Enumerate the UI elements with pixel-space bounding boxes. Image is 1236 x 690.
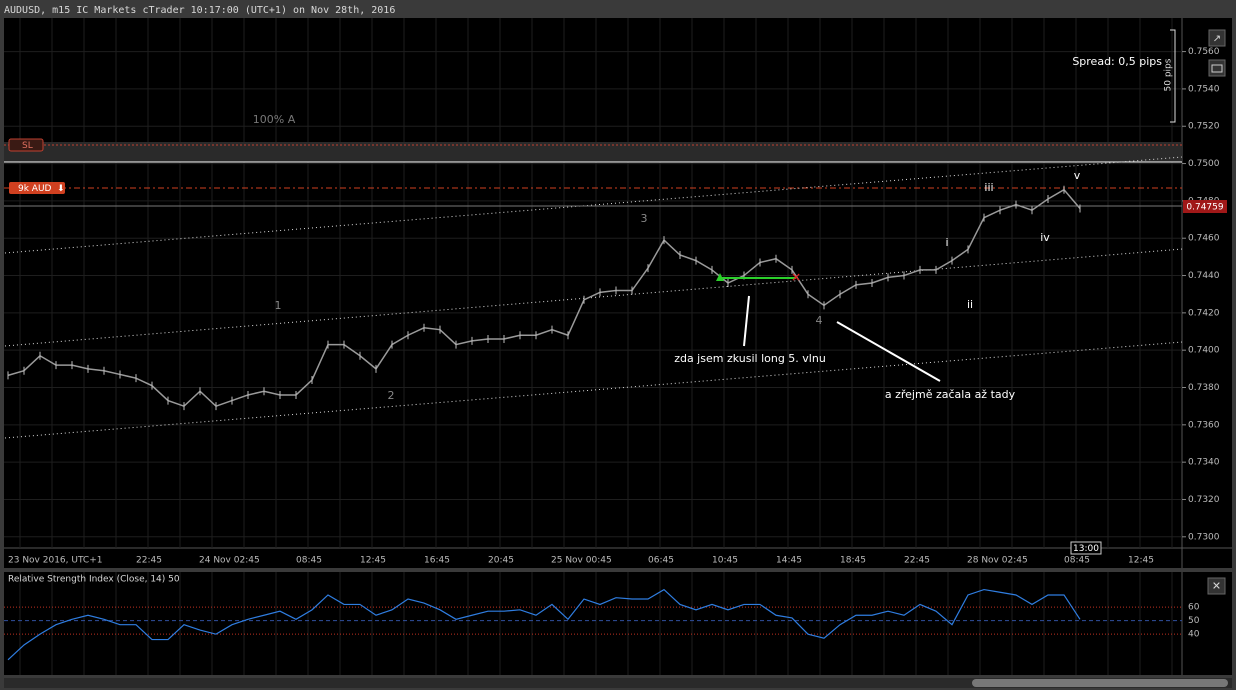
current-price-tag <box>1183 200 1227 213</box>
series-layer <box>7 185 1081 411</box>
x-tick-label: 12:45 <box>1128 556 1154 566</box>
x-tick-label: 10:45 <box>712 556 738 566</box>
wave-label: iii <box>984 181 993 194</box>
wave-label: 2 <box>388 389 395 402</box>
y-tick-label: 0.7360 <box>1188 420 1220 430</box>
x-tick-label: 16:45 <box>424 556 450 566</box>
time-marker <box>1070 541 1102 555</box>
y-tick-label: 0.7460 <box>1188 234 1220 244</box>
x-tick-label: 08:45 <box>296 556 322 566</box>
entry-marker <box>716 273 724 281</box>
grid <box>4 18 1182 675</box>
wave-label: 3 <box>641 212 648 225</box>
scrollbar-track[interactable] <box>4 678 1232 688</box>
down-arrow-icon: ⬇ <box>57 184 65 194</box>
y-tick-label: 0.7380 <box>1188 383 1220 393</box>
x-tick-label: 20:45 <box>488 556 514 566</box>
price-line <box>7 188 1081 408</box>
y-tick-label: 0.7420 <box>1188 308 1220 318</box>
rsi-title: Relative Strength Index (Close, 14) 50 <box>8 575 180 585</box>
watermark: 100% A <box>253 113 296 126</box>
x-tick-label: 23 Nov 2016, UTC+1 <box>8 556 102 566</box>
y-tick-label: 0.7300 <box>1188 532 1220 542</box>
annotation-pointer <box>743 295 750 347</box>
x-tick-label: 24 Nov 02:45 <box>199 556 260 566</box>
y-tick-label: 0.7540 <box>1188 84 1220 94</box>
x-tick-label: 06:45 <box>648 556 674 566</box>
channel-lower <box>4 341 1183 439</box>
spread-label: Spread: 0,5 pips <box>1072 55 1162 68</box>
y-tick-label: 0.7520 <box>1188 122 1220 132</box>
current-price-label: 0.74759 <box>1186 203 1223 213</box>
annotation: a zřejmě začala až tady <box>885 388 1016 401</box>
x-tick-label: 25 Nov 00:45 <box>551 556 612 566</box>
wave-label: 4 <box>816 314 823 327</box>
pips-scale <box>1170 29 1176 123</box>
camera-icon[interactable] <box>1211 64 1223 73</box>
y-tick-label: 0.7400 <box>1188 346 1220 356</box>
close-icon[interactable]: ✕ <box>1212 580 1221 593</box>
rsi-line <box>7 588 1081 661</box>
y-tick-label: 0.7560 <box>1188 47 1220 57</box>
x-tick-label: 14:45 <box>776 556 802 566</box>
position-tag-label[interactable]: 9k AUD <box>18 184 52 194</box>
sl-zone <box>4 142 1182 162</box>
position-tag[interactable] <box>9 182 65 194</box>
x-tick-label: 08:45 <box>1064 556 1090 566</box>
popout-icon[interactable]: ↗ <box>1213 34 1221 45</box>
popout-button[interactable] <box>1208 29 1226 47</box>
rsi-tick-label: 50 <box>1188 616 1200 626</box>
window-title: AUDUSD, m15 IC Markets cTrader 10:17:00 … <box>4 5 395 16</box>
scrollbar-thumb[interactable] <box>972 679 1228 687</box>
x-tick-label: 22:45 <box>904 556 930 566</box>
price-panel <box>4 18 1232 568</box>
y-tick-label: 0.7320 <box>1188 495 1220 505</box>
screenshot-button[interactable] <box>1208 59 1226 77</box>
wave-label: 1 <box>275 299 282 312</box>
wave-label: iv <box>1040 231 1050 244</box>
rsi-panel <box>4 572 1232 675</box>
close-button[interactable] <box>1207 577 1226 595</box>
annotation: zda jsem zkusil long 5. vlnu <box>674 352 826 365</box>
exit-marker: ✕ <box>791 271 801 285</box>
wave-label: ii <box>967 298 973 311</box>
wave-label: i <box>945 236 948 249</box>
y-tick-label: 0.7500 <box>1188 159 1220 169</box>
wave-label: v <box>1074 169 1081 182</box>
x-tick-label: 18:45 <box>840 556 866 566</box>
rsi-tick-label: 60 <box>1188 603 1200 613</box>
pips-scale-label: 50 pips <box>1164 58 1174 91</box>
y-tick-label: 0.7340 <box>1188 458 1220 468</box>
x-tick-label: 12:45 <box>360 556 386 566</box>
y-tick-label: 0.7440 <box>1188 271 1220 281</box>
annotation-pointer <box>836 321 941 382</box>
x-tick-label: 22:45 <box>136 556 162 566</box>
x-tick-label: 28 Nov 02:45 <box>967 556 1028 566</box>
sl-tag[interactable] <box>8 138 44 152</box>
rsi-tick-label: 40 <box>1188 630 1200 640</box>
time-marker-label: 13:00 <box>1073 544 1099 554</box>
channel-middle <box>4 248 1183 347</box>
channel-upper <box>4 156 1183 254</box>
sl-tag-label[interactable]: SL <box>22 141 33 151</box>
